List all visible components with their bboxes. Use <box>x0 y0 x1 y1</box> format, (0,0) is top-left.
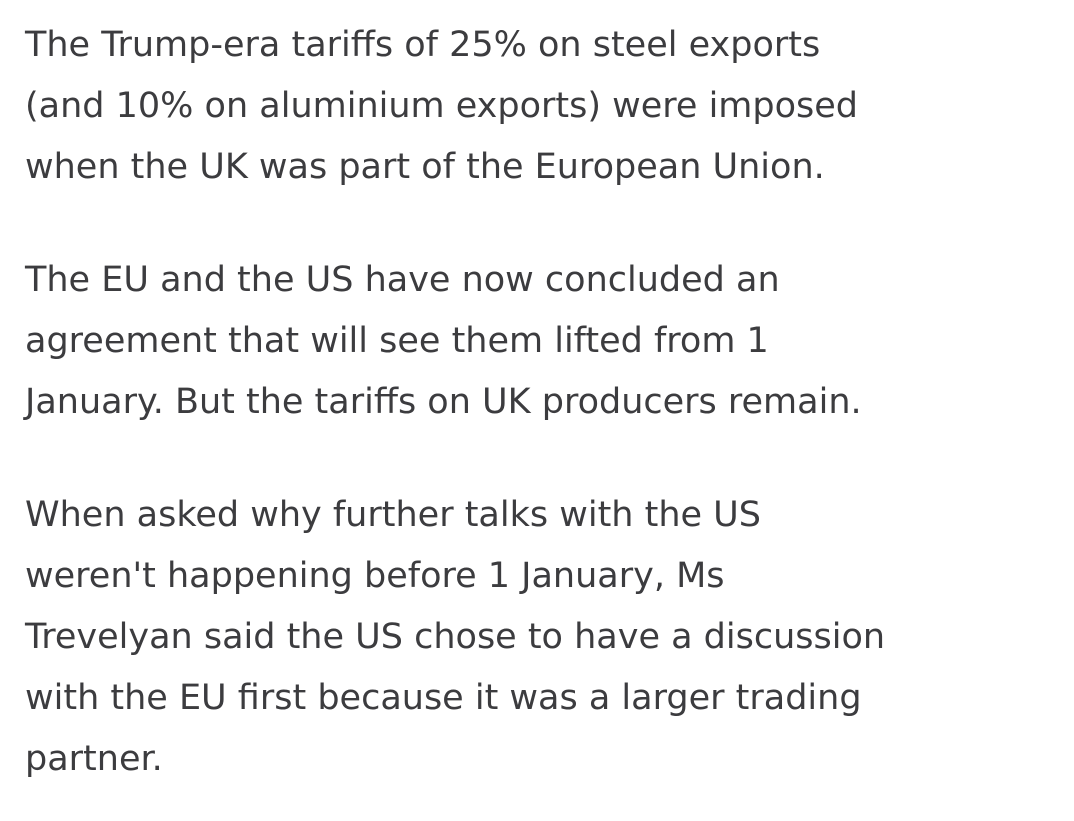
text-line: when the UK was part of the European Uni… <box>25 147 825 187</box>
paragraph: When asked why further talks with the US… <box>25 485 885 790</box>
text-line: (and 10% on aluminium exports) were impo… <box>25 86 859 126</box>
text-line: weren't happening before 1 January, Ms <box>25 556 725 596</box>
text-line: The Trump-era tariffs of 25% on steel ex… <box>25 25 821 65</box>
text-line: with the EU first because it was a large… <box>25 678 862 718</box>
text-line: agreement that will see them lifted from… <box>25 321 769 361</box>
text-line: January. But the tariffs on UK producers… <box>25 382 862 422</box>
text-line: partner. <box>25 739 163 779</box>
paragraph: The Trump-era tariffs of 25% on steel ex… <box>25 15 858 198</box>
text-line: Trevelyan said the US chose to have a di… <box>25 617 886 657</box>
text-line: When asked why further talks with the US <box>25 495 762 535</box>
text-line: The EU and the US have now concluded an <box>25 260 780 300</box>
paragraph: The EU and the US have now concluded an a… <box>25 250 862 433</box>
